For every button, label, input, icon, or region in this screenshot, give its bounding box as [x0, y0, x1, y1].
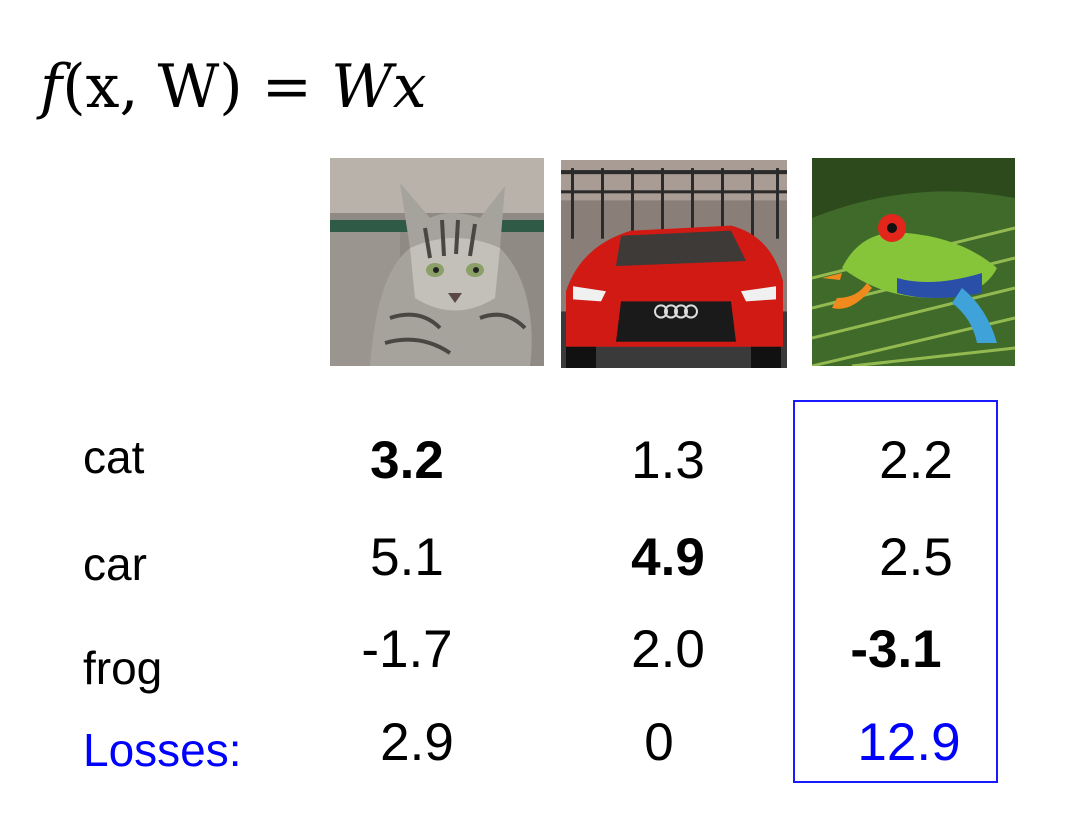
formula: f(x, W) = Wx [40, 52, 427, 122]
formula-function: f [40, 52, 63, 122]
formula-rhs: Wx [331, 52, 427, 122]
formula-args: (x, W) [62, 52, 243, 122]
loss-car: 0 [644, 713, 674, 772]
score-car-cat: 5.1 [370, 528, 444, 587]
frog-column-highlight [793, 400, 998, 783]
score-car-frog: 2.5 [879, 528, 953, 587]
score-frog-cat: -1.7 [361, 620, 453, 679]
cat-photo [330, 158, 544, 366]
row-label-car: car [83, 538, 147, 590]
losses-label: Losses: [83, 724, 242, 776]
row-label-frog: frog [83, 642, 163, 694]
score-frog-frog: -3.1 [850, 620, 942, 679]
score-car-car: 4.9 [631, 528, 705, 587]
loss-cat: 2.9 [380, 713, 454, 772]
score-cat-cat: 3.2 [370, 431, 444, 490]
car-photo [561, 160, 787, 368]
frog-photo [812, 158, 1015, 366]
formula-equals: = [242, 52, 332, 122]
row-label-cat: cat [83, 431, 145, 483]
score-frog-car: 2.0 [631, 620, 705, 679]
score-cat-car: 1.3 [631, 431, 705, 490]
loss-frog: 12.9 [857, 713, 961, 772]
score-cat-frog: 2.2 [879, 431, 953, 490]
